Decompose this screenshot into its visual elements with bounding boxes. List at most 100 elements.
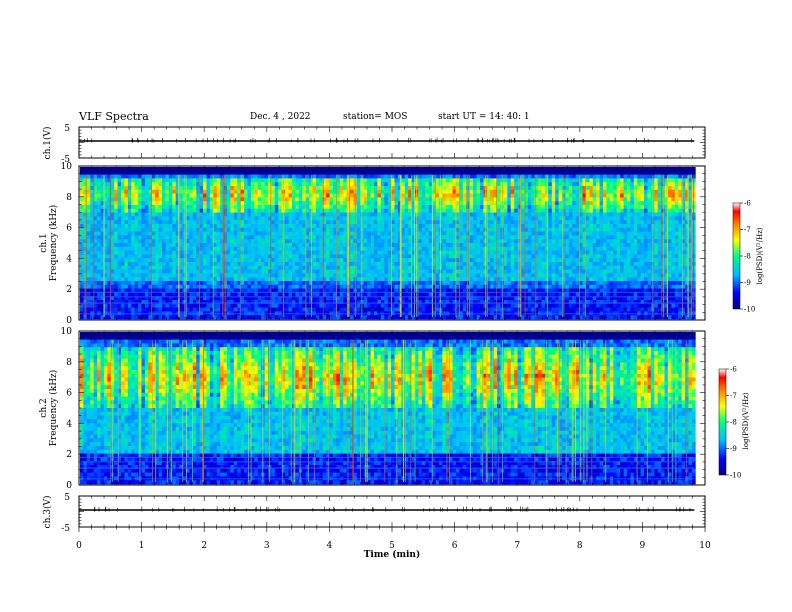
spectrogram-cell: [322, 193, 327, 198]
spectrogram-cell: [100, 296, 105, 301]
spectrogram-cell: [90, 250, 94, 255]
spectrogram-cell: [442, 303, 447, 308]
spectrogram-cell: [203, 277, 207, 282]
spectrogram-cell: [332, 250, 337, 255]
spectrogram-cell: [227, 216, 231, 221]
spectrogram-cell: [209, 292, 214, 297]
spectrogram-cell: [302, 205, 306, 210]
spectrogram-cell: [80, 174, 84, 179]
spectrogram-cell: [237, 303, 241, 308]
spectrogram-cell: [165, 224, 170, 229]
spectrogram-cell: [254, 197, 259, 202]
spectrogram-cell: [374, 182, 378, 187]
spectrogram-cell: [114, 239, 118, 244]
spectrogram-cell: [367, 284, 371, 289]
spectrogram-cell: [162, 273, 166, 278]
spectrogram-cell: [343, 178, 347, 183]
spectrogram-cell: [247, 315, 252, 320]
spectrogram-cell: [456, 265, 460, 270]
spectrogram-cell: [80, 273, 84, 278]
spectrogram-cell: [203, 292, 207, 297]
spectrogram-cell: [397, 208, 402, 213]
spectrogram-cell: [268, 235, 272, 240]
spectrogram-cell: [418, 208, 423, 213]
spectrogram-cell: [247, 205, 252, 210]
spectrogram-cell: [240, 292, 245, 297]
spectrogram-cell: [192, 273, 197, 278]
spectrogram-cell: [356, 262, 361, 267]
spectrogram-cell: [213, 224, 218, 229]
spectrogram-cell: [367, 193, 371, 198]
spectrogram-cell: [83, 167, 88, 172]
spectrogram-cell: [428, 262, 433, 267]
spectrogram-cell: [452, 296, 457, 301]
spectrogram-cell: [233, 239, 238, 244]
spectrogram-cell: [230, 220, 235, 225]
spectrogram-cell: [404, 208, 409, 213]
spectrogram-cell: [151, 246, 156, 251]
spectrogram-cell: [86, 189, 91, 194]
spectrogram-cell: [370, 288, 375, 293]
spectrogram-cell: [473, 235, 477, 240]
spectrogram-cell: [237, 315, 241, 320]
spectrogram-cell: [391, 220, 395, 225]
spectrogram-cell: [93, 258, 98, 263]
spectrogram-cell: [326, 307, 330, 312]
spectrogram-cell: [408, 246, 412, 251]
spectrogram-cell: [445, 224, 450, 229]
spectrogram-cell: [421, 277, 426, 282]
spectrogram-cell: [264, 303, 269, 308]
spectrogram-cell: [155, 258, 159, 263]
spectrogram-cell: [469, 201, 474, 206]
spectrogram-cell: [404, 189, 409, 194]
spectrogram-cell: [158, 197, 163, 202]
spectrogram-cell: [110, 235, 115, 240]
spectrogram-cell: [466, 273, 471, 278]
spectrogram-cell: [302, 178, 306, 183]
spectrogram-cell: [274, 220, 279, 225]
spectrogram-cell: [490, 292, 494, 297]
spectrogram-cell: [240, 197, 245, 202]
spectrogram-cell: [213, 273, 218, 278]
spectrogram-cell: [230, 193, 235, 198]
spectrogram-cell: [148, 170, 153, 175]
spectrogram-cell: [370, 284, 375, 289]
spectrogram-cell: [103, 262, 108, 267]
spectrogram-cell: [110, 231, 115, 236]
spectrogram-cell: [408, 201, 412, 206]
spectrogram-cell: [438, 186, 443, 191]
spectrogram-cell: [250, 231, 255, 236]
spectrogram-cell: [459, 265, 464, 270]
spectrogram-cell: [230, 189, 235, 194]
spectrogram-cell: [445, 303, 450, 308]
spectrogram-cell: [185, 235, 190, 240]
spectrogram-cell: [141, 227, 146, 232]
spectrogram-cell: [250, 262, 255, 267]
spectrogram-cell: [401, 315, 406, 320]
spectrogram-cell: [302, 197, 306, 202]
spectrogram-cell: [203, 269, 207, 274]
spectrogram-cell: [203, 239, 207, 244]
spectrogram-cell: [199, 231, 204, 236]
spectrogram-cell: [298, 300, 303, 305]
spectrogram-cell: [144, 273, 149, 278]
spectrogram-cell: [370, 269, 375, 274]
spectrogram-cell: [134, 167, 139, 172]
spectrogram-cell: [483, 197, 488, 202]
spectrogram-cell: [127, 288, 132, 293]
spectrogram-cell: [86, 182, 91, 187]
spectrogram-cell: [196, 265, 200, 270]
spectrogram-cell: [107, 208, 112, 213]
spectrogram-cell: [291, 193, 296, 198]
spectrogram-cell: [121, 284, 125, 289]
spectrogram-cell: [343, 315, 347, 320]
spectrogram-cell: [257, 269, 262, 274]
spectrogram-cell: [466, 235, 471, 240]
spectrogram-cell: [127, 197, 132, 202]
spectrogram-cell: [100, 227, 105, 232]
spectrogram-cell: [151, 170, 156, 175]
spectrogram-cell: [151, 220, 156, 225]
spectrogram-cell: [144, 170, 149, 175]
spectrogram-cell: [220, 182, 224, 187]
spectrogram-cell: [387, 174, 392, 179]
